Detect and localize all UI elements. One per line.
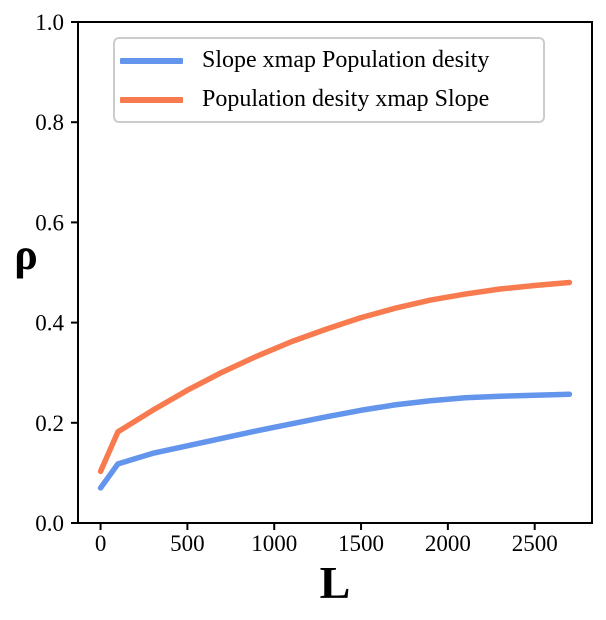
legend-line-swatch-blue [120, 57, 183, 64]
x-axis-label: L [319, 557, 351, 608]
x-tick-label: 1000 [251, 531, 297, 556]
y-tick-label: 0.8 [35, 110, 64, 135]
x-tick-label: 500 [170, 531, 205, 556]
y-axis-label: ρ [14, 230, 38, 279]
x-tick-label: 2500 [512, 531, 558, 556]
x-tick-label: 2000 [425, 531, 471, 556]
axes-spines [77, 21, 593, 524]
y-tick-label: 1.0 [35, 10, 64, 35]
x-tick-label: 1500 [338, 531, 384, 556]
series-line [97, 279, 573, 475]
legend-entry: Population desity xmap Slope [115, 80, 543, 119]
y-tick-label: 0.6 [35, 210, 64, 235]
y-tick-label: 0.4 [35, 311, 64, 336]
legend: Slope xmap Population desity Population … [113, 37, 545, 123]
x-tick-label: 0 [95, 531, 107, 556]
series-line [97, 391, 573, 491]
legend-entry: Slope xmap Population desity [115, 41, 543, 80]
legend-label: Population desity xmap Slope [202, 86, 490, 112]
legend-line-swatch-orange [120, 96, 183, 103]
y-tick-label: 0.0 [35, 511, 64, 536]
y-tick-label: 0.2 [35, 411, 64, 436]
legend-label: Slope xmap Population desity [202, 47, 490, 73]
